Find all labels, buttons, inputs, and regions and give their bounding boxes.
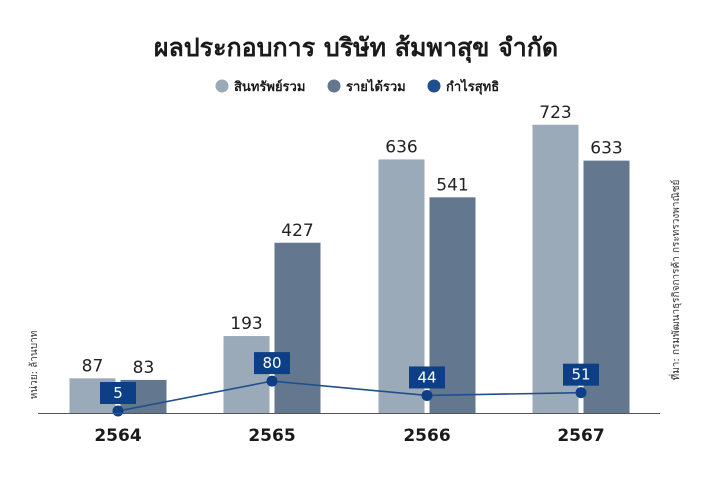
- bars-group: 87 83 193 427 636 541 723 633: [69, 103, 630, 413]
- bar-label-revenue-2567: 633: [590, 139, 622, 159]
- bar-label-revenue-2564: 83: [133, 358, 155, 378]
- profit-label-2566: 44: [417, 368, 436, 386]
- profit-point-2565: [266, 375, 278, 387]
- profit-label-2565: 80: [262, 354, 281, 372]
- legend-label-2: รายได้รวม: [346, 78, 406, 95]
- bar-label-assets-2564: 87: [82, 356, 104, 376]
- bar-label-assets-2566: 636: [385, 137, 417, 157]
- legend-marker-3: [427, 79, 441, 93]
- legend-marker-2: [327, 79, 341, 93]
- x-axis: 2564 2565 2566 2567: [38, 413, 660, 446]
- bar-label-revenue-2565: 427: [281, 221, 313, 241]
- chart-title: ผลประกอบการ บริษัท ส้มพาสุข จำกัด: [154, 33, 558, 64]
- profit-label-2564: 5: [113, 384, 123, 402]
- legend: สินทรัพย์รวม รายได้รวม กำไรสุทธิ: [215, 78, 499, 95]
- bar-label-assets-2565: 193: [230, 314, 262, 334]
- profit-label-2567: 51: [571, 366, 590, 384]
- bar-assets-2565: [223, 336, 270, 413]
- profit-line-group: 5 80 44 51: [100, 352, 599, 417]
- profit-label-box-2565: [254, 352, 290, 375]
- x-tick-2565: 2565: [248, 426, 295, 446]
- bar-revenue-2565: [274, 242, 321, 413]
- profit-point-2566: [421, 389, 433, 401]
- x-tick-2564: 2564: [94, 426, 141, 446]
- profit-line: [117, 380, 582, 412]
- legend-label-1: สินทรัพย์รวม: [234, 79, 305, 95]
- profit-label-box-2566: [409, 366, 445, 389]
- profit-point-2567: [575, 387, 587, 399]
- bar-label-revenue-2566: 541: [436, 175, 468, 195]
- legend-label-3: กำไรสุทธิ: [446, 78, 499, 95]
- source-note: ที่มา: กรมพัฒนาธุรกิจการค้า กระทรวงพาณิช…: [668, 180, 682, 381]
- x-tick-2566: 2566: [403, 426, 450, 446]
- unit-note: หน่วย: ล้านบาท: [28, 331, 40, 400]
- profit-label-box-2567: [563, 363, 599, 386]
- legend-marker-1: [215, 79, 229, 93]
- bar-label-assets-2567: 723: [539, 103, 571, 123]
- x-tick-2567: 2567: [557, 426, 604, 446]
- profit-label-box-2564: [100, 382, 136, 405]
- profit-point-2564: [112, 405, 124, 417]
